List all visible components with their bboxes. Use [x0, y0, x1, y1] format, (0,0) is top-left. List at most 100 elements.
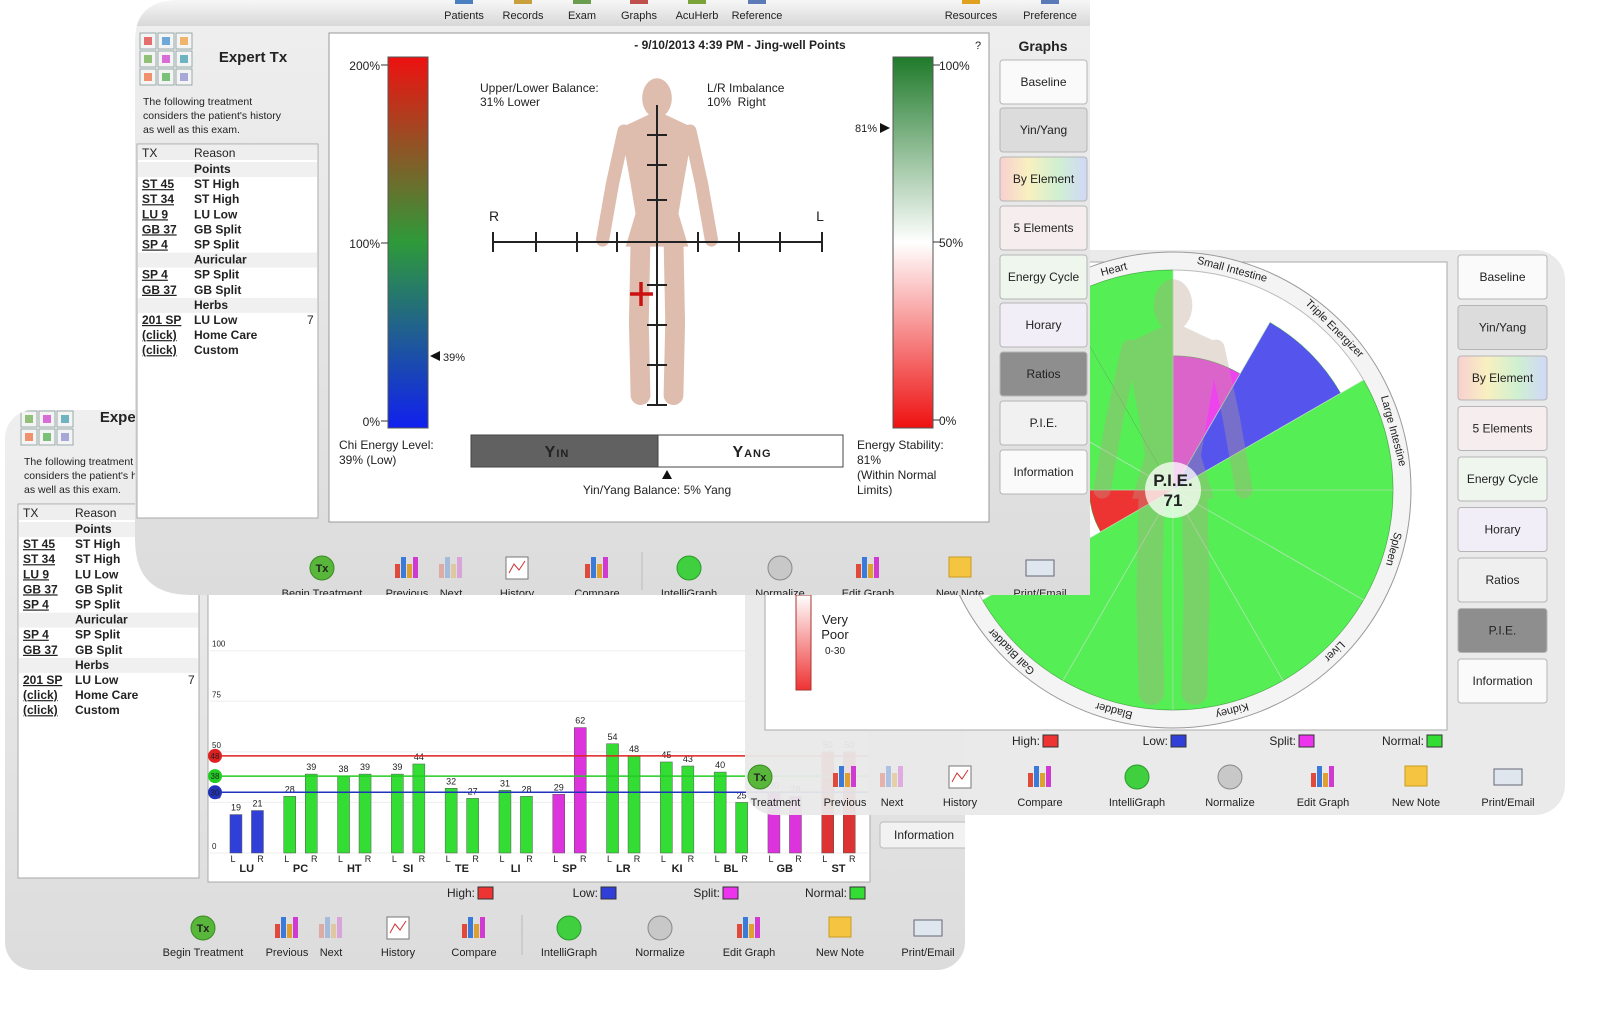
toolbar-button[interactable]: Compare	[1017, 766, 1063, 809]
toolbar-button[interactable]: IntelliGraph	[661, 555, 717, 600]
graph-button-label[interactable]: Yin/Yang	[1020, 123, 1067, 137]
toolbar-button[interactable]: Compare	[574, 557, 620, 600]
tx-link[interactable]: ST 34	[142, 192, 174, 206]
toolbar-button[interactable]: History	[381, 916, 416, 959]
toolbar-label[interactable]: History	[500, 588, 535, 600]
graph-button-label[interactable]: 5 Elements	[1013, 221, 1073, 235]
toolbar-button[interactable]: History	[500, 556, 535, 600]
toolbar-label[interactable]: Next	[881, 797, 904, 809]
toolbar-button[interactable]: New Note	[936, 556, 984, 600]
graph-button[interactable]	[999, 351, 1088, 397]
menu-item[interactable]: Preference	[1023, 10, 1077, 22]
graph-button[interactable]	[999, 302, 1088, 348]
tx-link[interactable]: (click)	[23, 703, 58, 717]
graph-button[interactable]	[1457, 507, 1548, 552]
graph-button[interactable]	[999, 156, 1088, 202]
graph-button-label[interactable]: Ratios	[1485, 573, 1519, 587]
graph-button-label[interactable]: Baseline	[1479, 270, 1525, 284]
toolbar-button[interactable]: Normalize	[635, 915, 685, 959]
toolbar-label[interactable]: IntelliGraph	[541, 947, 597, 959]
toolbar-button[interactable]: Previous	[824, 766, 867, 809]
information-label[interactable]: Information	[894, 828, 954, 842]
tx-link[interactable]: GB 37	[142, 283, 177, 297]
toolbar-label[interactable]: IntelliGraph	[661, 588, 717, 600]
toolbar-label[interactable]: Edit Graph	[842, 588, 895, 600]
tx-link[interactable]: SP 4	[23, 598, 49, 612]
graph-button-label[interactable]: Horary	[1484, 523, 1520, 537]
help-link[interactable]: ?	[975, 40, 981, 52]
toolbar-label[interactable]: IntelliGraph	[1109, 797, 1165, 809]
toolbar-button[interactable]: Next	[439, 557, 462, 600]
toolbar-button[interactable]: New Note	[816, 916, 864, 959]
toolbar-label[interactable]: Previous	[386, 588, 429, 600]
toolbar-label[interactable]: Print/Email	[901, 947, 954, 959]
toolbar-button[interactable]: IntelliGraph	[541, 915, 597, 959]
toolbar-label[interactable]: Normalize	[755, 588, 805, 600]
graph-button[interactable]	[1457, 254, 1548, 300]
toolbar-button[interactable]: Previous	[266, 917, 309, 959]
graph-button-label[interactable]: Ratios	[1026, 367, 1060, 381]
tx-link[interactable]: SP 4	[142, 238, 168, 252]
toolbar-button[interactable]: Print/Email	[1481, 768, 1535, 809]
toolbar-label[interactable]: Begin Treatment	[282, 588, 363, 600]
toolbar-label[interactable]: Normalize	[1205, 797, 1255, 809]
toolbar-button[interactable]: New Note	[1392, 765, 1440, 809]
toolbar-button[interactable]: Normalize	[1205, 764, 1255, 809]
toolbar-label[interactable]: History	[381, 947, 416, 959]
graph-button[interactable]	[999, 254, 1088, 300]
toolbar-label[interactable]: New Note	[936, 588, 984, 600]
graph-button[interactable]	[1457, 608, 1548, 653]
graph-button[interactable]	[999, 205, 1088, 251]
toolbar-button[interactable]: Tx Begin Treatment	[163, 915, 244, 959]
toolbar-label[interactable]: Print/Email	[1481, 797, 1534, 809]
graph-button-label[interactable]: Energy Cycle	[1008, 270, 1080, 284]
graph-button[interactable]	[999, 59, 1088, 105]
graph-button[interactable]	[1457, 355, 1548, 401]
graph-button[interactable]	[999, 400, 1088, 446]
tx-link[interactable]: (click)	[142, 328, 177, 342]
toolbar-label[interactable]: Previous	[824, 797, 867, 809]
graph-button-label[interactable]: By Element	[1472, 371, 1534, 385]
graph-button-label[interactable]: P.I.E.	[1030, 416, 1058, 430]
toolbar-button[interactable]: Print/Email	[1013, 559, 1067, 600]
tx-link[interactable]: LU 9	[23, 567, 49, 581]
graph-button-label[interactable]: Information	[1472, 674, 1532, 688]
tx-link[interactable]: 201 SP	[23, 673, 62, 687]
toolbar-label[interactable]: Print/Email	[1013, 588, 1066, 600]
toolbar-label[interactable]: Next	[440, 588, 463, 600]
toolbar-button[interactable]: History	[943, 765, 978, 809]
tx-link[interactable]: (click)	[23, 688, 58, 702]
toolbar-button[interactable]: Edit Graph	[1297, 766, 1350, 809]
tx-link[interactable]: 201 SP	[142, 313, 181, 327]
toolbar-label[interactable]: Compare	[574, 588, 619, 600]
graph-button-label[interactable]: Energy Cycle	[1467, 472, 1539, 486]
information-button[interactable]	[879, 821, 968, 849]
graph-button-label[interactable]: By Element	[1013, 172, 1075, 186]
tx-link[interactable]: (click)	[142, 343, 177, 357]
graph-button-label[interactable]: Information	[1013, 465, 1073, 479]
graph-button[interactable]	[1457, 305, 1548, 350]
graph-button[interactable]	[1457, 557, 1548, 603]
toolbar-label[interactable]: Begin Treatment	[720, 797, 801, 809]
graph-button[interactable]	[999, 449, 1088, 495]
tx-link[interactable]: ST 34	[23, 552, 55, 566]
toolbar-label[interactable]: Begin Treatment	[163, 947, 244, 959]
tx-link[interactable]: SP 4	[23, 628, 49, 642]
tx-link[interactable]: GB 37	[23, 582, 58, 596]
toolbar-label[interactable]: History	[943, 797, 978, 809]
toolbar-label[interactable]: Previous	[266, 947, 309, 959]
graph-button[interactable]	[999, 107, 1088, 153]
toolbar-button[interactable]: Next	[880, 766, 903, 809]
tx-link[interactable]: ST 45	[23, 537, 55, 551]
graph-button-label[interactable]: Baseline	[1020, 75, 1066, 89]
graph-button[interactable]	[1457, 406, 1548, 451]
graph-button-label[interactable]: Horary	[1025, 318, 1061, 332]
toolbar-label[interactable]: Compare	[451, 947, 496, 959]
toolbar-button[interactable]: Previous	[386, 557, 429, 600]
toolbar-label[interactable]: Normalize	[635, 947, 685, 959]
menu-item[interactable]: Exam	[568, 10, 596, 22]
toolbar-button[interactable]: Edit Graph	[723, 917, 776, 959]
toolbar-button[interactable]: Edit Graph	[842, 557, 895, 600]
toolbar-button[interactable]: Print/Email	[901, 919, 955, 959]
tx-link[interactable]: ST 45	[142, 177, 174, 191]
